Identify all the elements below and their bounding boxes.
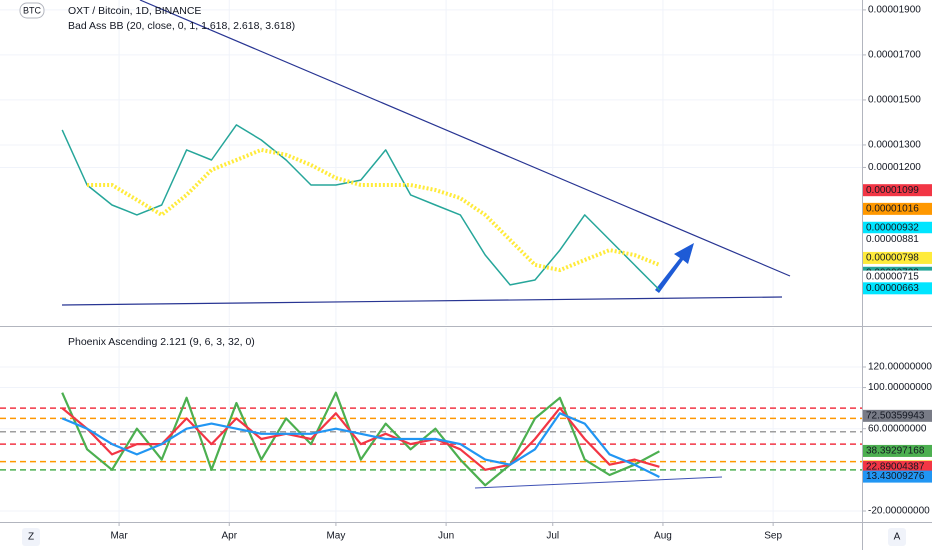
x-tick-label: Apr — [221, 531, 237, 542]
indicator-title: Bad Ass BB (20, close, 0, 1, 1.618, 2.61… — [68, 20, 295, 32]
price-label: 13.43009276 — [866, 471, 925, 482]
x-tick-label: Mar — [110, 531, 128, 542]
y-tick-label: 0.00001200 — [868, 162, 921, 173]
price-label-badge — [863, 409, 932, 422]
y-tick-label: 100.00000000 — [868, 382, 932, 393]
button[interactable] — [22, 528, 40, 546]
trend-line — [139, 0, 791, 277]
price-label: 0.00000881 — [866, 234, 919, 245]
x-tick-label: Jul — [546, 531, 559, 542]
y-tick-label: 0.00001300 — [868, 140, 921, 151]
y-tick-label: 60.00000000 — [868, 423, 927, 434]
trend-line — [474, 476, 723, 489]
price-label: 0.00000663 — [866, 283, 919, 294]
y-tick-label: 0.00001500 — [868, 95, 921, 106]
arrow — [655, 243, 694, 293]
y-tick-label: 0.00001900 — [868, 5, 921, 16]
price-label-badge — [863, 270, 932, 283]
y-tick-label: -20.00000000 — [868, 506, 930, 517]
price-label: 0.00000932 — [866, 222, 919, 233]
button[interactable] — [888, 528, 906, 546]
series-line — [87, 147, 661, 273]
series-line — [61, 124, 660, 291]
oscillator-title: Phoenix Ascending 2.121 (9, 6, 3, 32, 0) — [68, 336, 255, 348]
price-label-badge — [863, 233, 932, 246]
price-label-badge — [863, 202, 932, 215]
plot: 0.00001099 0.00001016 0.000009320.00000881… — [0, 124, 932, 487]
price-label-badge — [863, 282, 932, 295]
button-label[interactable]: A — [894, 532, 901, 543]
price-label-badge — [863, 251, 932, 264]
price-label: 0.00001016 — [866, 204, 919, 215]
price-label: 0.00001099 — [866, 185, 919, 196]
chart-title: OXT / Bitcoin, 1D, BINANCE — [68, 5, 201, 17]
price-label: 0.00000798 — [866, 253, 919, 264]
trend-line — [61, 296, 783, 306]
price-label-badge — [863, 470, 932, 483]
price-label: 0.00000715 — [866, 271, 919, 282]
series-line — [61, 391, 660, 487]
price-label-badge — [863, 444, 932, 457]
y-tick-label: 120.00000000 — [868, 362, 932, 373]
symbol-badge — [19, 2, 45, 19]
price-label: 38.39297168 — [866, 446, 925, 457]
x-tick-label: Sep — [764, 531, 782, 542]
y-tick-label: 0.00001700 — [868, 50, 921, 61]
button-label[interactable]: Z — [28, 532, 34, 543]
x-tick-label: May — [326, 531, 345, 542]
series-line — [61, 412, 660, 478]
x-tick-label: Jun — [438, 531, 454, 542]
x-tick-label: Aug — [654, 531, 672, 542]
price-label-badge — [863, 221, 932, 234]
symbol-badge-text: BTC — [23, 5, 42, 15]
price-label-badge — [863, 460, 932, 473]
price-label: 72.50359943 — [866, 410, 925, 421]
price-label: 22.89004387 — [866, 462, 925, 473]
price-label-badge — [863, 184, 932, 197]
